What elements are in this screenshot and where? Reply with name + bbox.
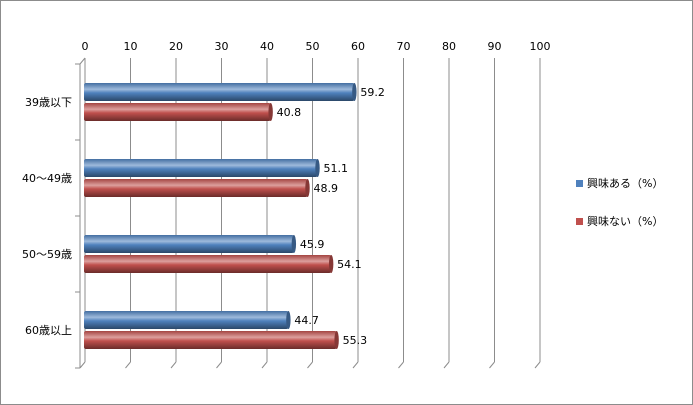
bar-cap (291, 235, 297, 253)
x-tick-label: 40 (260, 40, 274, 53)
legend-item-interested: 興味ある（%） (576, 175, 686, 191)
bar-cap (268, 103, 273, 121)
gridline-foot (79, 361, 86, 369)
category-label: 39歳以下 (25, 96, 72, 109)
x-tick-label: 80 (442, 40, 456, 53)
bar-cap (315, 159, 320, 177)
bar-not-interested (84, 179, 308, 197)
bar-interested (84, 159, 318, 177)
gridline-foot (125, 361, 131, 369)
bar-not-interested (84, 103, 271, 121)
category-label: 40～49歳 (22, 172, 72, 185)
bar-cap (286, 311, 291, 329)
data-label: 55.3 (343, 334, 368, 347)
data-label: 59.2 (360, 86, 385, 99)
legend-label-not-interested: 興味ない（%） (587, 215, 664, 228)
x-tick-label: 0 (82, 40, 89, 53)
bar-interested (84, 235, 294, 253)
gridline-foot (489, 361, 495, 369)
x-tick-label: 10 (124, 40, 138, 53)
gridline-foot (307, 361, 313, 369)
data-label: 51.1 (324, 162, 349, 175)
bar-not-interested (84, 331, 337, 349)
data-label: 48.9 (313, 182, 338, 195)
category-label: 50～59歳 (22, 248, 72, 261)
gridline-foot (443, 361, 450, 369)
x-tick-label: 20 (169, 40, 183, 53)
gridline-foot (261, 361, 268, 369)
x-tick-label: 70 (397, 40, 411, 53)
bar-cap (328, 255, 334, 273)
gridline-foot (534, 361, 541, 369)
bar-cap (305, 179, 310, 197)
legend-swatch-interested (576, 179, 583, 187)
x-tick-label: 100 (530, 40, 551, 53)
bar-cap (334, 331, 339, 349)
x-tick-label: 90 (488, 40, 502, 53)
bar-cap (352, 83, 357, 101)
gridline-foot (170, 361, 177, 369)
data-label: 44.7 (294, 314, 319, 327)
data-label: 40.8 (277, 106, 302, 119)
legend: 興味ある（%） 興味ない（%） (576, 175, 686, 251)
axis-wall-top (79, 57, 86, 65)
gridline-foot (398, 361, 404, 369)
bar-interested (84, 311, 289, 329)
category-label: 60歳以上 (25, 324, 72, 337)
data-label: 45.9 (300, 238, 325, 251)
gridline-foot (352, 361, 359, 369)
x-tick-label: 50 (306, 40, 320, 53)
legend-swatch-not-interested (576, 217, 583, 225)
x-tick-label: 30 (215, 40, 229, 53)
bar-interested (84, 83, 355, 101)
x-tick-label: 60 (351, 40, 365, 53)
legend-item-not-interested: 興味ない（%） (576, 213, 686, 229)
data-label: 54.1 (337, 258, 362, 271)
legend-label-interested: 興味ある（%） (587, 177, 664, 190)
gridline-foot (216, 361, 222, 369)
bar-not-interested (84, 255, 332, 273)
